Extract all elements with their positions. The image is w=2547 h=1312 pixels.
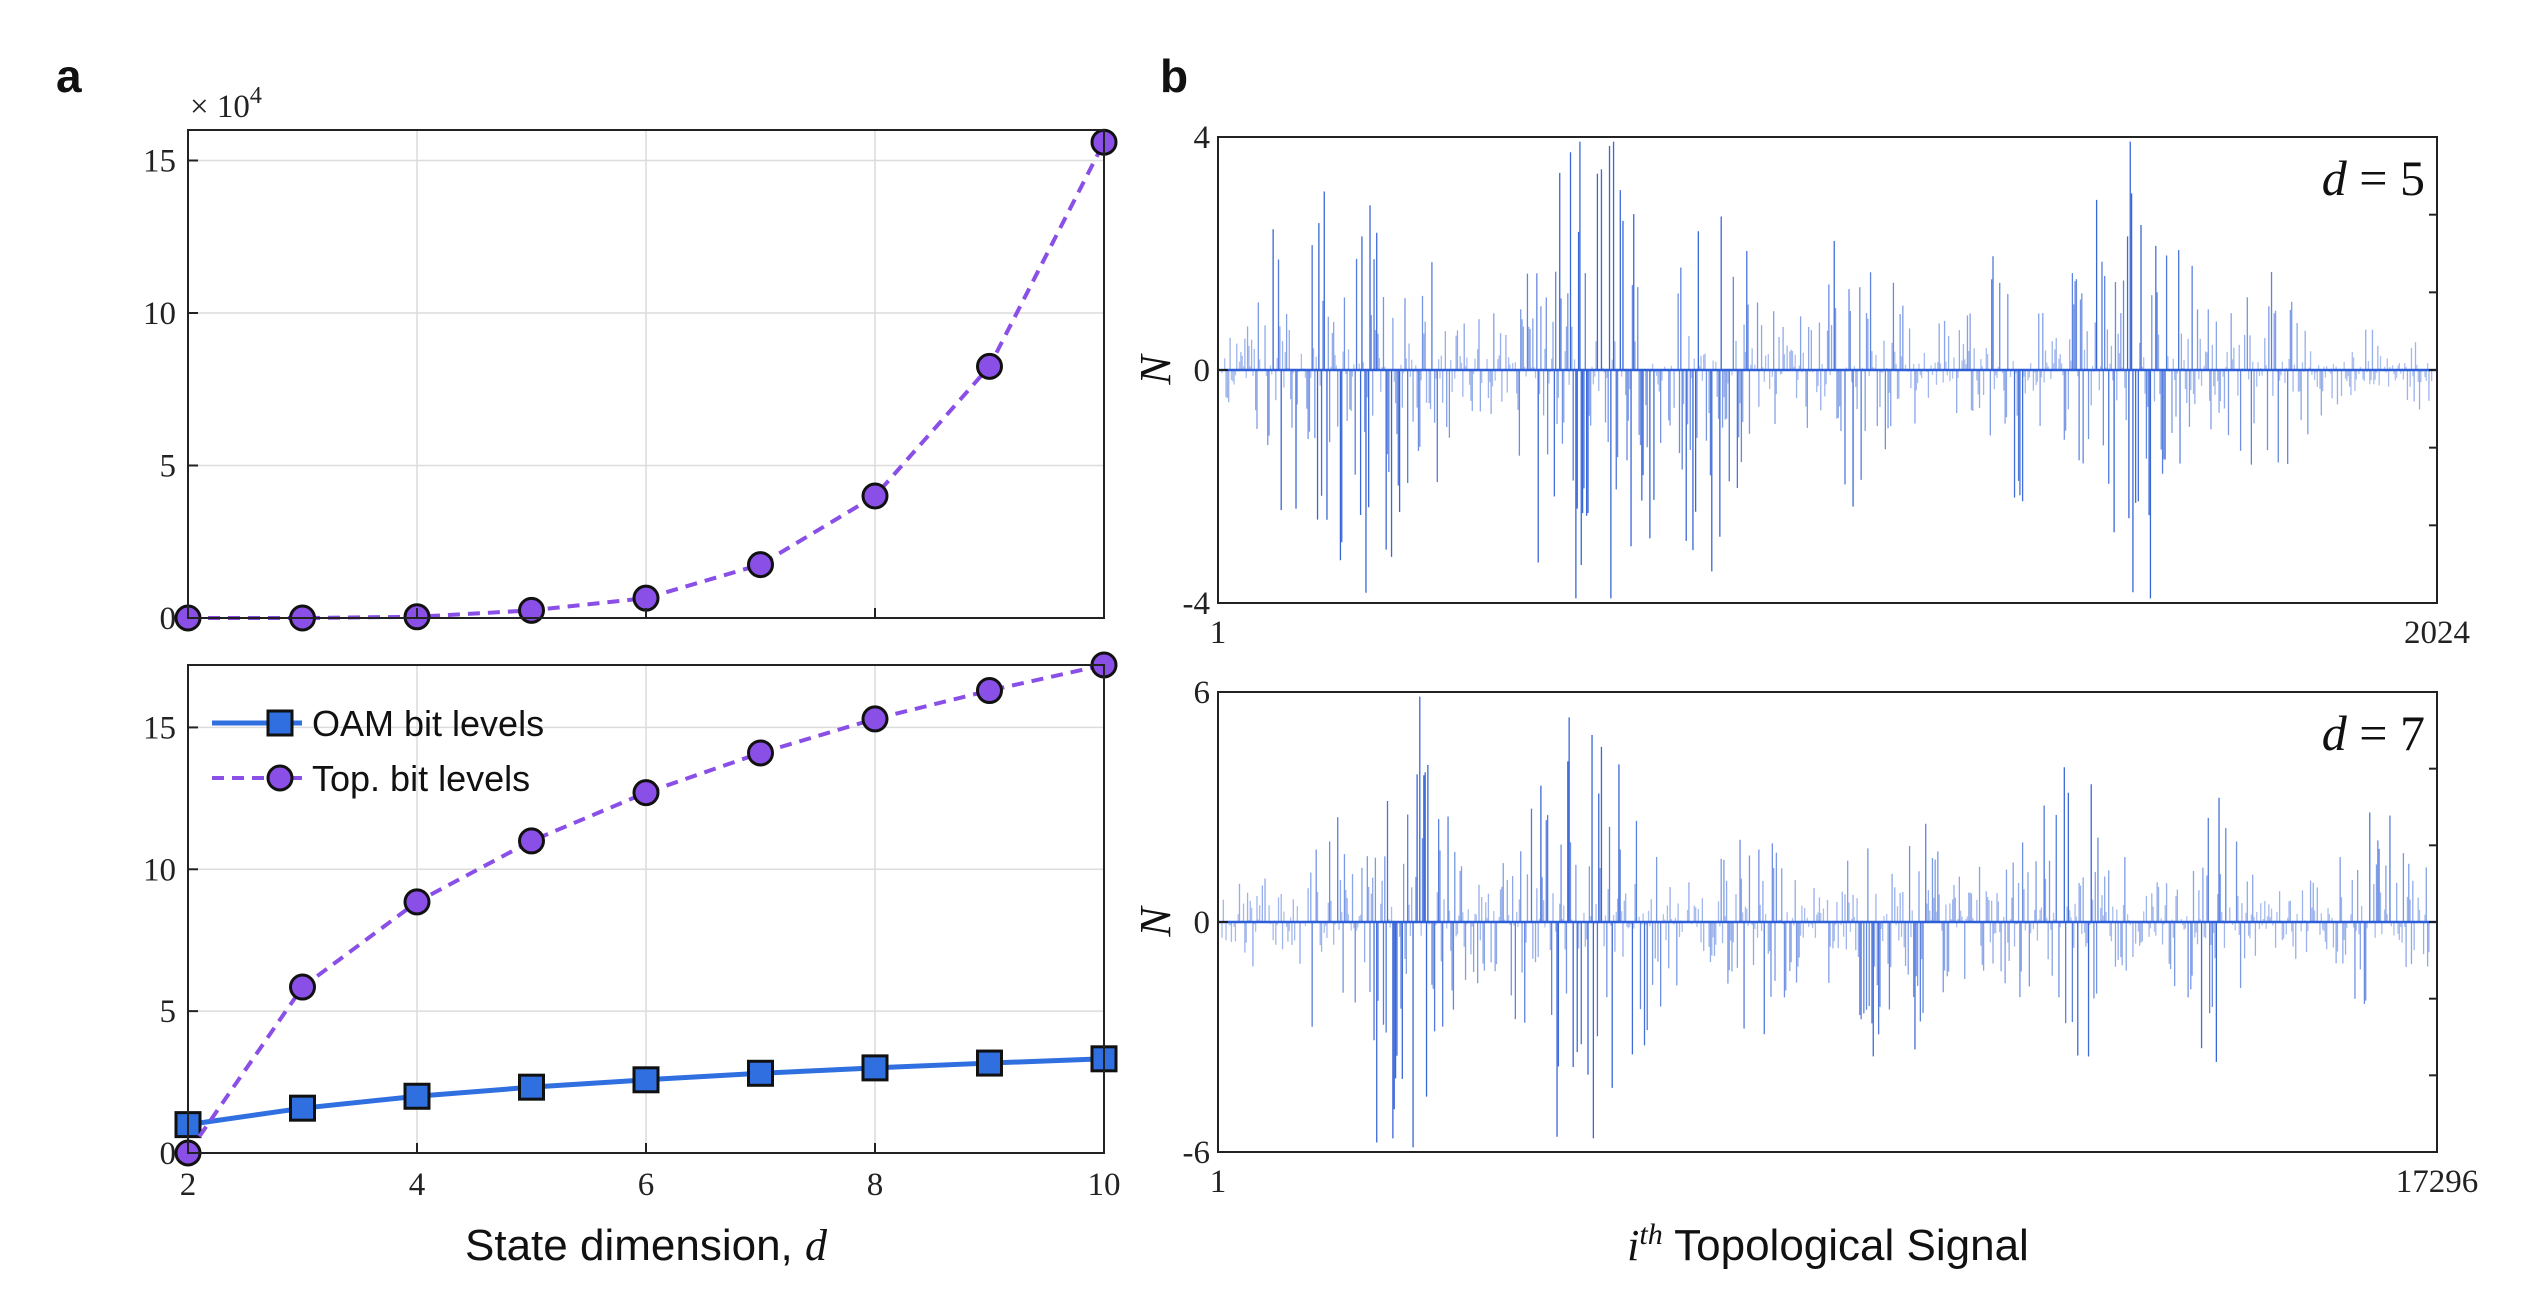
y-tick-label: 10 (143, 852, 176, 888)
data-point-circle (518, 596, 545, 624)
data-point-square (289, 1094, 316, 1122)
panel-b-bottom-chart: 6 0 -61 17296 N d = 7 ith Topological Signa… (1131, 675, 2478, 1270)
panel-letter-a: a (56, 50, 82, 102)
data-point-circle (403, 888, 431, 916)
data-point-square (747, 1059, 774, 1087)
data-point-circle (861, 482, 889, 510)
x-tick-label: 2 (180, 1167, 197, 1203)
y-tick-label: 0 (160, 601, 177, 637)
x-tick-label: 10 (1088, 1167, 1121, 1203)
x-tick-label: 6 (638, 1167, 655, 1203)
panel-b-top-chart: 4 0 -41 2024 N d = 5 (1131, 120, 2470, 651)
x-tick-label: 4 (409, 1167, 426, 1203)
series-line-1 (186, 663, 1105, 1155)
data-point-circle (976, 677, 1003, 705)
y-tick-label: -4 (1183, 586, 1211, 622)
y-axis-label-d7: N (1131, 905, 1180, 938)
data-point-square (861, 1054, 889, 1082)
legend-marker-top (266, 764, 294, 792)
y-tick-label: 0 (1194, 905, 1211, 941)
y-tick-label: 0 (1194, 353, 1211, 389)
data-point-circle (976, 352, 1003, 380)
panel-letter-b: b (1160, 50, 1188, 102)
panel-a-bottom-chart: 2 4 6 8 10 0 5 10 15 OAM bit levels Top. bit lev… (143, 651, 1121, 1270)
data-point-circle (289, 973, 316, 1001)
exponent-label: × 104 (190, 83, 262, 125)
x-tick-label: 17296 (2396, 1164, 2479, 1200)
y-axis-label-d5: N (1131, 353, 1180, 386)
data-point-square (976, 1049, 1003, 1077)
series-line-0 (188, 141, 1106, 620)
legend-label-oam: OAM bit levels (312, 703, 544, 744)
x-tick-label: 8 (867, 1167, 884, 1203)
signal-bars-d5 (1221, 141, 2433, 599)
legend-label-top: Top. bit levels (312, 758, 530, 799)
y-tick-label: 5 (160, 994, 177, 1030)
y-tick-label: 15 (143, 710, 176, 746)
annotation-d7: d = 7 (2322, 705, 2425, 761)
data-point-circle (861, 705, 889, 733)
y-tick-label: 4 (1194, 120, 1211, 156)
y-tick-label: 6 (1194, 675, 1211, 711)
data-point-square (518, 1073, 545, 1101)
signal-bars-d7 (1221, 696, 2433, 1148)
data-point-circle (747, 551, 774, 579)
data-point-square (632, 1066, 660, 1094)
x-tick-label: 2024 (2404, 615, 2470, 651)
x-axis-label-b: ith Topological Signal (1627, 1218, 2029, 1270)
legend: OAM bit levels Top. bit levels (212, 703, 544, 799)
x-tick-label: 1 (1210, 615, 1227, 651)
y-tick-label: -6 (1183, 1135, 1211, 1171)
x-axis-label-a: State dimension, d (465, 1221, 828, 1270)
data-point-square (403, 1082, 431, 1110)
y-tick-label: 5 (160, 449, 177, 485)
annotation-d5: d = 5 (2322, 150, 2425, 206)
y-tick-label: 15 (143, 144, 176, 180)
data-point-circle (747, 739, 774, 767)
y-tick-label: 10 (143, 296, 176, 332)
y-tick-label: 0 (160, 1136, 177, 1172)
data-point-circle (632, 779, 660, 807)
data-point-circle (518, 827, 545, 855)
panel-a-top-chart: 0 5 10 15 × 104 (143, 83, 1118, 637)
data-point-circle (632, 584, 660, 612)
x-tick-label: 1 (1210, 1164, 1227, 1200)
legend-marker-oam (266, 709, 294, 737)
